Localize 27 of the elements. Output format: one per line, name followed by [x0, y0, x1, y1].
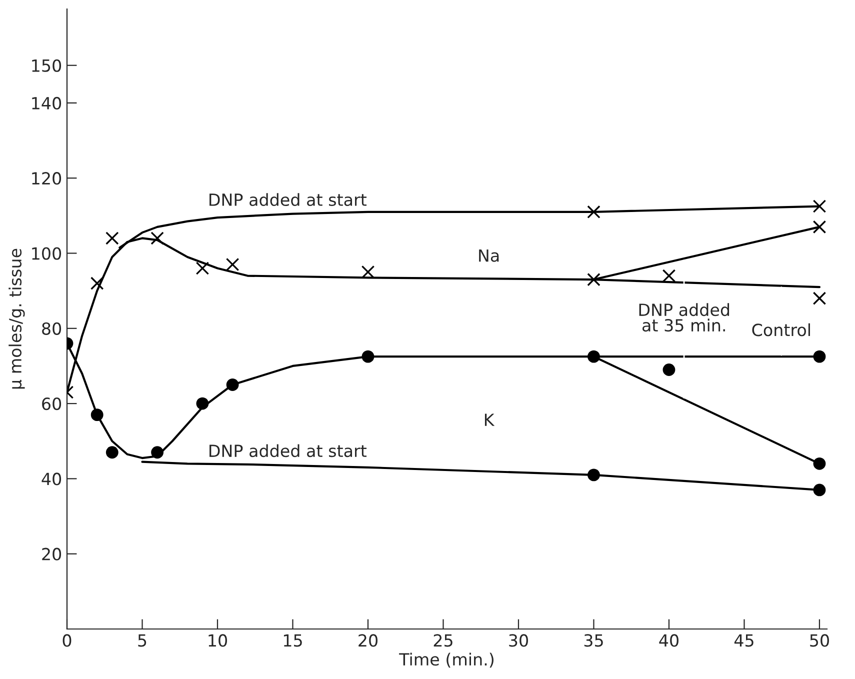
y-tick-label: 140 [32, 96, 62, 110]
x-tick-label: 35 [584, 634, 603, 647]
y-tick-label: 60 [42, 398, 62, 410]
y-tick-label: 100 [32, 247, 62, 260]
y-tick-label: 80 [42, 322, 62, 335]
x-tick-label: 10 [208, 634, 227, 647]
annotation: DNP added at start [210, 444, 367, 458]
annotation: Na [479, 249, 499, 262]
x-tick-label: 25 [434, 634, 452, 647]
x-tick-label: 40 [659, 634, 678, 647]
x-tick-label: 0 [62, 634, 72, 647]
annotation: K [484, 414, 495, 426]
y-tick-label: 120 [32, 172, 62, 185]
x-tick-label: 50 [810, 634, 829, 647]
annotation: DNP added at start [210, 193, 367, 206]
y-tick-label: 40 [42, 472, 62, 486]
x-axis-title: Time (min.) [399, 652, 494, 668]
y-tick-label: 20 [42, 548, 62, 560]
x-tick-label: 15 [284, 634, 302, 647]
x-tick-label: 5 [138, 634, 146, 647]
annotation: DNP added at 35 min. [639, 303, 730, 332]
x-tick-label: 20 [358, 634, 378, 647]
y-tick-label: 150 [32, 59, 62, 72]
x-tick-label: 30 [509, 634, 528, 647]
y-axis-title: μ moles/g. tissue [8, 248, 25, 389]
x-tick-label: 45 [734, 634, 754, 647]
annotation: Control [752, 323, 810, 336]
